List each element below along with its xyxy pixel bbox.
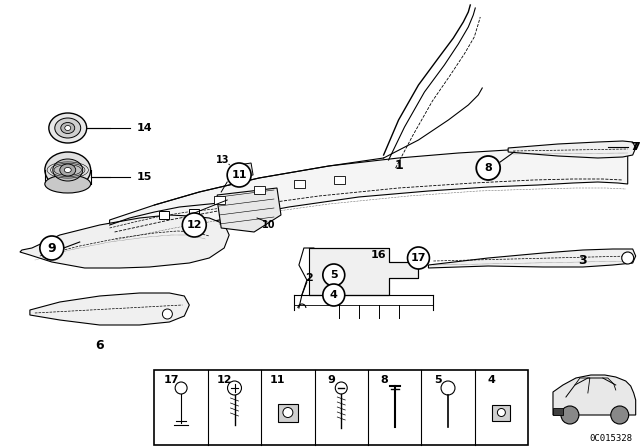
Ellipse shape [65,125,71,130]
Circle shape [611,406,628,424]
Text: 7: 7 [632,142,639,152]
Polygon shape [231,163,253,178]
Circle shape [227,163,251,187]
Text: 5: 5 [330,270,337,280]
Text: 1: 1 [394,159,403,172]
Ellipse shape [64,168,71,172]
Ellipse shape [53,159,83,181]
Polygon shape [508,141,636,158]
Circle shape [228,381,241,395]
Circle shape [497,409,506,417]
FancyBboxPatch shape [294,180,305,188]
FancyBboxPatch shape [254,186,265,194]
Text: 4: 4 [488,375,495,385]
Text: 10: 10 [262,220,276,230]
Text: 9: 9 [327,375,335,385]
Text: 3: 3 [579,254,587,267]
Text: 12: 12 [186,220,202,230]
FancyBboxPatch shape [214,196,225,204]
Polygon shape [20,215,229,268]
Polygon shape [109,147,628,245]
Text: 11: 11 [232,170,247,180]
Text: 7: 7 [630,142,637,152]
Text: 5: 5 [434,375,442,385]
Text: 17: 17 [163,375,179,385]
FancyBboxPatch shape [278,404,298,422]
Polygon shape [428,249,636,268]
Polygon shape [553,408,563,415]
Circle shape [441,381,455,395]
Polygon shape [553,375,636,415]
Text: 4: 4 [330,290,338,300]
Text: 15: 15 [137,172,152,182]
Circle shape [323,284,345,306]
Circle shape [40,236,64,260]
Text: 8: 8 [381,375,388,385]
Circle shape [182,213,206,237]
Text: 9: 9 [47,241,56,254]
Ellipse shape [55,118,81,138]
Text: 2: 2 [305,273,313,283]
Text: 14: 14 [137,123,152,133]
FancyBboxPatch shape [154,370,528,445]
Circle shape [163,309,172,319]
Circle shape [408,247,429,269]
Circle shape [283,408,293,418]
FancyBboxPatch shape [159,211,170,219]
Circle shape [476,156,500,180]
Polygon shape [30,293,189,325]
Circle shape [621,252,634,264]
Text: 16: 16 [371,250,387,260]
Polygon shape [309,248,419,295]
FancyBboxPatch shape [189,209,199,217]
Ellipse shape [45,152,91,188]
Text: 0C015328: 0C015328 [589,434,633,443]
FancyBboxPatch shape [492,405,510,421]
Circle shape [561,406,579,424]
Ellipse shape [60,164,76,176]
Text: 17: 17 [411,253,426,263]
Polygon shape [217,188,281,232]
Text: 6: 6 [95,339,104,352]
Text: 11: 11 [270,375,285,385]
Ellipse shape [45,175,91,193]
Circle shape [175,382,187,394]
Ellipse shape [61,122,75,134]
Text: 13: 13 [216,155,230,165]
Ellipse shape [49,113,86,143]
Circle shape [335,382,348,394]
Text: 8: 8 [484,163,492,173]
Text: 12: 12 [217,375,232,385]
Circle shape [323,264,345,286]
FancyBboxPatch shape [334,176,345,184]
